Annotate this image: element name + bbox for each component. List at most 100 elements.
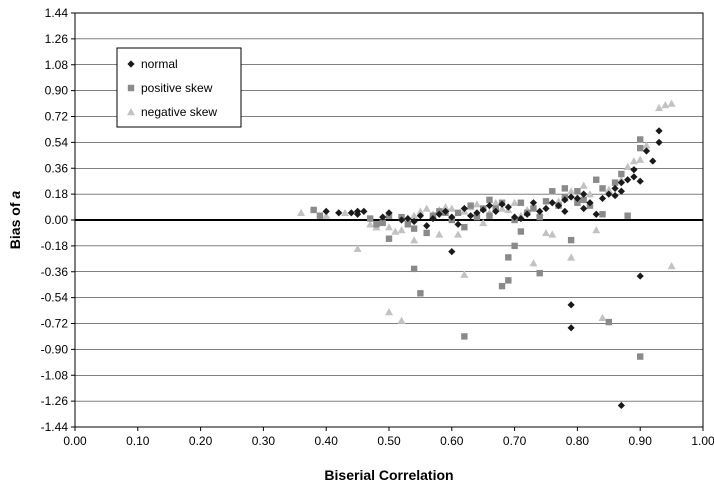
x-tick-label: 0.40 [315, 434, 339, 448]
data-point [598, 194, 607, 203]
data-point [397, 226, 406, 234]
data-point [511, 242, 518, 250]
data-point [454, 220, 462, 228]
data-point [505, 254, 512, 261]
data-point [316, 212, 324, 219]
y-axis-ticks: 1.44 1.26 1.08 0.90 0.72 0.54 0.36 0.18 0.00 -0.1… [41, 6, 75, 434]
data-point [618, 170, 625, 178]
legend-label: normal [141, 57, 178, 71]
y-tick-label: 0.72 [45, 110, 69, 124]
data-point [554, 202, 563, 210]
y-tick-label: -1.44 [41, 420, 69, 434]
y-tick-label: -0.54 [41, 291, 69, 305]
data-point [310, 206, 317, 214]
data-point [416, 212, 424, 220]
data-point [335, 209, 343, 217]
data-point [536, 213, 543, 221]
x-tick-label: 0.50 [377, 434, 401, 448]
data-points [297, 99, 676, 410]
data-point [642, 141, 651, 149]
y-tick-label: 1.08 [45, 58, 69, 72]
data-point [649, 157, 657, 165]
data-point [353, 244, 362, 252]
data-point [397, 316, 406, 324]
data-point [423, 229, 430, 237]
data-point [580, 196, 587, 204]
legend-item: positive skew [127, 81, 213, 95]
series-negative-skew [297, 99, 676, 324]
data-point [422, 204, 431, 212]
x-axis-title: Biserial Correlation [324, 467, 453, 483]
data-point [536, 207, 544, 215]
data-point [567, 187, 576, 195]
data-point [655, 103, 664, 112]
y-tick-label: -1.08 [41, 368, 69, 382]
x-axis-ticks: 0.00 0.10 0.20 0.30 0.40 0.50 0.60 0.70 0.80 0.90… [63, 427, 714, 448]
legend: normal positive skew negative skew [116, 47, 242, 128]
data-point [467, 212, 475, 220]
data-point [347, 209, 355, 217]
x-tick-label: 1.00 [691, 434, 714, 448]
data-point [567, 301, 575, 309]
data-point [567, 324, 575, 332]
data-point [485, 202, 494, 210]
data-point [410, 236, 419, 244]
data-point [385, 308, 393, 316]
data-point [498, 204, 507, 212]
data-point [454, 230, 463, 238]
data-point [461, 333, 468, 340]
data-point [510, 198, 519, 206]
data-point [549, 188, 556, 195]
series-normal [322, 127, 663, 410]
data-point [491, 198, 500, 206]
data-point [617, 179, 625, 187]
data-point [580, 190, 588, 198]
legend-marker [127, 60, 135, 68]
y-tick-label: 0.36 [45, 161, 69, 175]
data-point [366, 215, 374, 222]
data-point [441, 207, 450, 215]
data-point [391, 227, 400, 235]
data-point [542, 198, 550, 205]
data-point [492, 207, 500, 215]
data-point [561, 196, 569, 204]
data-point [548, 230, 557, 238]
data-point [404, 214, 412, 223]
data-point [637, 136, 644, 143]
data-point [598, 313, 607, 321]
data-point [580, 204, 588, 213]
data-point [354, 210, 362, 218]
data-point [667, 262, 676, 270]
data-point [530, 205, 537, 212]
data-point [630, 173, 638, 181]
data-point [611, 191, 619, 200]
data-point [585, 190, 594, 198]
y-tick-label: 0.18 [45, 187, 69, 201]
data-point [435, 230, 444, 238]
data-point [561, 207, 569, 215]
data-point [417, 290, 424, 297]
legend-marker [127, 108, 135, 116]
data-point [517, 228, 525, 235]
data-point [379, 213, 387, 221]
x-tick-label: 0.90 [629, 434, 653, 448]
data-point [486, 196, 493, 204]
data-point [373, 221, 380, 228]
data-point [479, 218, 488, 227]
data-point [486, 212, 493, 219]
data-point [379, 219, 386, 227]
y-tick-label: -0.90 [41, 342, 69, 356]
data-point [505, 277, 512, 284]
data-point [611, 184, 619, 192]
data-point [360, 207, 368, 215]
data-point [636, 177, 644, 185]
data-point [529, 199, 538, 207]
y-tick-label: -0.18 [41, 239, 69, 253]
data-point [435, 210, 443, 218]
data-point [611, 179, 619, 186]
data-point [498, 200, 506, 208]
data-point [473, 209, 481, 217]
data-point [599, 185, 606, 192]
data-point [410, 211, 419, 219]
